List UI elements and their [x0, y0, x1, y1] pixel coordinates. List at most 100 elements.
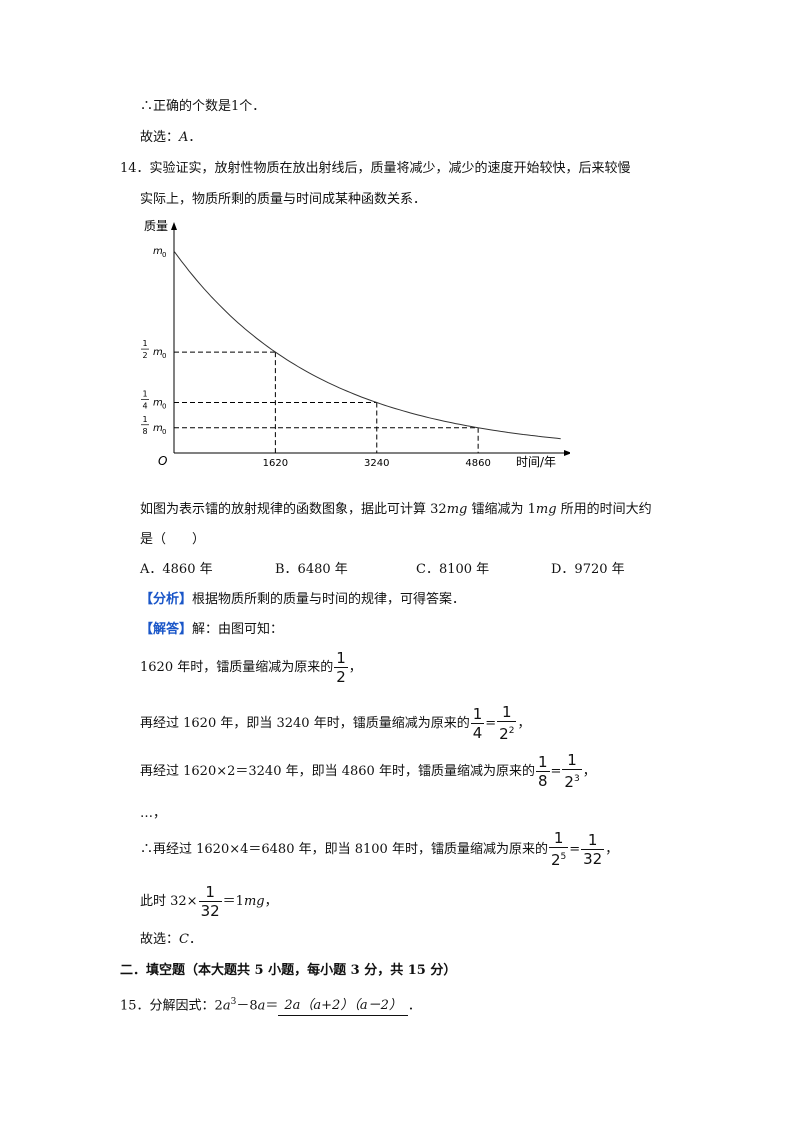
question-14-line-1: 14．实验证实，放射性物质在放出射线后，质量将减少，减少的速度开始较快，后来较慢	[120, 160, 631, 178]
punct: ，	[605, 842, 619, 857]
answer-blank: 2a（a+2）（a－2）	[278, 997, 408, 1017]
solution-tag: 【解答】	[140, 622, 193, 637]
choice-answer: A	[179, 130, 189, 145]
final-choice-line: 故选：C．	[140, 931, 202, 949]
question-text: 实际上，物质所剩的质量与时间成某种函数关系．	[140, 192, 427, 207]
var-a: a	[222, 998, 231, 1014]
solution-step-3: 再经过 1620×2＝3240 年，即当 4860 年时，镭质量缩减为原来的 1 8…	[140, 750, 596, 794]
option-a: A．4860 年	[140, 561, 213, 579]
conclusion-text: ∴正确的个数是1个．	[140, 99, 266, 114]
unit: mg	[243, 894, 265, 909]
fraction-1-over-32: 1 32	[198, 882, 222, 920]
solution-text: 解：由图可知：	[192, 622, 284, 637]
solution-line: 【解答】解：由图可知：	[140, 621, 283, 639]
y-tick-coef-den: 4	[142, 402, 147, 411]
step-text: 再经过 1620×2＝3240 年，即当 4860 年时，镭质量缩减为原来的	[140, 764, 535, 779]
x-axis-label: 时间/年	[516, 455, 556, 469]
fraction-1-over-2-fifth: 1 25	[548, 829, 569, 869]
option-b: B．6480 年	[275, 561, 348, 579]
y-tick-coef-den: 2	[142, 351, 147, 360]
x-tick-label: 4860	[465, 458, 490, 469]
choice-label: 故选：	[140, 932, 180, 947]
analysis-line: 【分析】根据物质所剩的质量与时间的规律，可得答案．	[140, 591, 465, 609]
step-text: 1620 年时，镭质量缩减为原来的	[140, 660, 334, 675]
question-text: 所用的时间大约	[556, 502, 652, 517]
y-tick-coef-num: 1	[142, 390, 147, 399]
punct: ．	[188, 932, 202, 947]
question-14-line-3: 如图为表示镭的放射规律的函数图象，据此可计算 32mg 镭缩减为 1mg 所用的…	[140, 501, 652, 519]
fraction-1-over-2-squared: 1 22	[497, 703, 517, 743]
analysis-text: 根据物质所剩的质量与时间的规律，可得答案．	[192, 592, 466, 607]
question-text: 14．实验证实，放射性物质在放出射线后，质量将减少，减少的速度开始较快，后来较慢	[120, 161, 631, 176]
solution-step-1: 1620 年时，镭质量缩减为原来的 1 2，	[140, 648, 362, 688]
choice-answer: C	[179, 932, 189, 947]
y-tick-subscript: 0	[162, 403, 166, 411]
option-a-text: A．4860 年	[140, 562, 213, 577]
equals: =	[485, 716, 497, 731]
option-b-text: B．6480 年	[275, 562, 348, 577]
question-14-line-4: 是（ ）	[140, 531, 205, 549]
y-tick-symbol: m	[153, 347, 163, 358]
unit: mg	[535, 502, 557, 517]
step-text: 此时 32×	[140, 894, 198, 909]
x-axis-arrow-icon	[564, 450, 570, 456]
equals: =	[569, 842, 581, 857]
step-text: 再经过 1620 年，即当 3240 年时，镭质量缩减为原来的	[140, 716, 470, 731]
y-tick-coef-num: 1	[142, 415, 147, 424]
option-c-text: C．8100 年	[416, 562, 490, 577]
punct: ，	[348, 660, 362, 675]
question-text: －8	[236, 998, 258, 1014]
step-text: ＝1	[222, 894, 244, 909]
y-tick-subscript: 0	[162, 352, 166, 360]
option-d-text: D．9720 年	[551, 562, 625, 577]
punct: ，	[582, 764, 596, 779]
section-title: 二．填空题（本大题共 5 小题，每小题 3 分，共 15 分）	[120, 963, 457, 978]
question-text: 镭缩减为 1	[467, 502, 536, 517]
punct: ，	[264, 894, 278, 909]
punct: ．	[188, 130, 202, 145]
question-text: 是（ ）	[140, 532, 206, 547]
y-tick-symbol: m	[153, 398, 163, 409]
x-tick-label: 3240	[364, 458, 389, 469]
decay-curve	[173, 250, 561, 440]
y-tick-symbol: m	[153, 246, 163, 257]
question-text: 15．分解因式：2	[120, 998, 223, 1014]
punct: ．	[407, 998, 421, 1014]
y-tick-symbol: m	[153, 423, 163, 434]
text-line: 故选：A．	[140, 129, 201, 147]
solution-step-ellipsis: …，	[140, 805, 166, 823]
solution-step-2: 再经过 1620 年，即当 3240 年时，镭质量缩减为原来的 1 4 = 1 22，	[140, 702, 530, 746]
exponent: 3	[230, 997, 237, 1007]
y-axis-label: 质量	[144, 219, 168, 233]
equals: ＝	[265, 998, 279, 1014]
y-tick-subscript: 0	[162, 428, 166, 436]
question-14-line-2: 实际上，物质所剩的质量与时间成某种函数关系．	[140, 191, 426, 209]
origin-label: O	[158, 454, 167, 468]
fraction-1-over-32: 1 32	[581, 830, 605, 868]
option-d: D．9720 年	[551, 561, 625, 579]
step-text: ∴再经过 1620×4＝6480 年，即当 8100 年时，镭质量缩减为原来的	[140, 842, 548, 857]
equals: =	[550, 764, 562, 779]
solution-step-6: 此时 32× 1 32 ＝1mg，	[140, 880, 278, 924]
solution-step-5: ∴再经过 1620×4＝6480 年，即当 8100 年时，镭质量缩减为原来的 1…	[140, 828, 618, 872]
question-15: 15．分解因式：2a3－8a＝ 2a（a+2）（a－2）．	[120, 993, 421, 1017]
fraction-1-over-2-cubed: 1 23	[562, 751, 582, 791]
text-line: ∴正确的个数是1个．	[140, 98, 265, 116]
y-axis-arrow-icon	[171, 222, 177, 230]
y-tick-subscript: 0	[162, 251, 166, 259]
choice-label: 故选：	[140, 130, 180, 145]
section-heading: 二．填空题（本大题共 5 小题，每小题 3 分，共 15 分）	[120, 962, 456, 980]
y-tick-coef-num: 1	[142, 339, 147, 348]
option-c: C．8100 年	[416, 561, 489, 579]
y-tick-coef-den: 8	[142, 427, 147, 436]
var-a: a	[257, 998, 266, 1014]
analysis-tag: 【分析】	[140, 592, 193, 607]
x-tick-label: 1620	[263, 458, 288, 469]
unit: mg	[446, 502, 468, 517]
ellipsis-text: …，	[140, 806, 167, 821]
question-text: 如图为表示镭的放射规律的函数图象，据此可计算 32	[140, 502, 447, 517]
